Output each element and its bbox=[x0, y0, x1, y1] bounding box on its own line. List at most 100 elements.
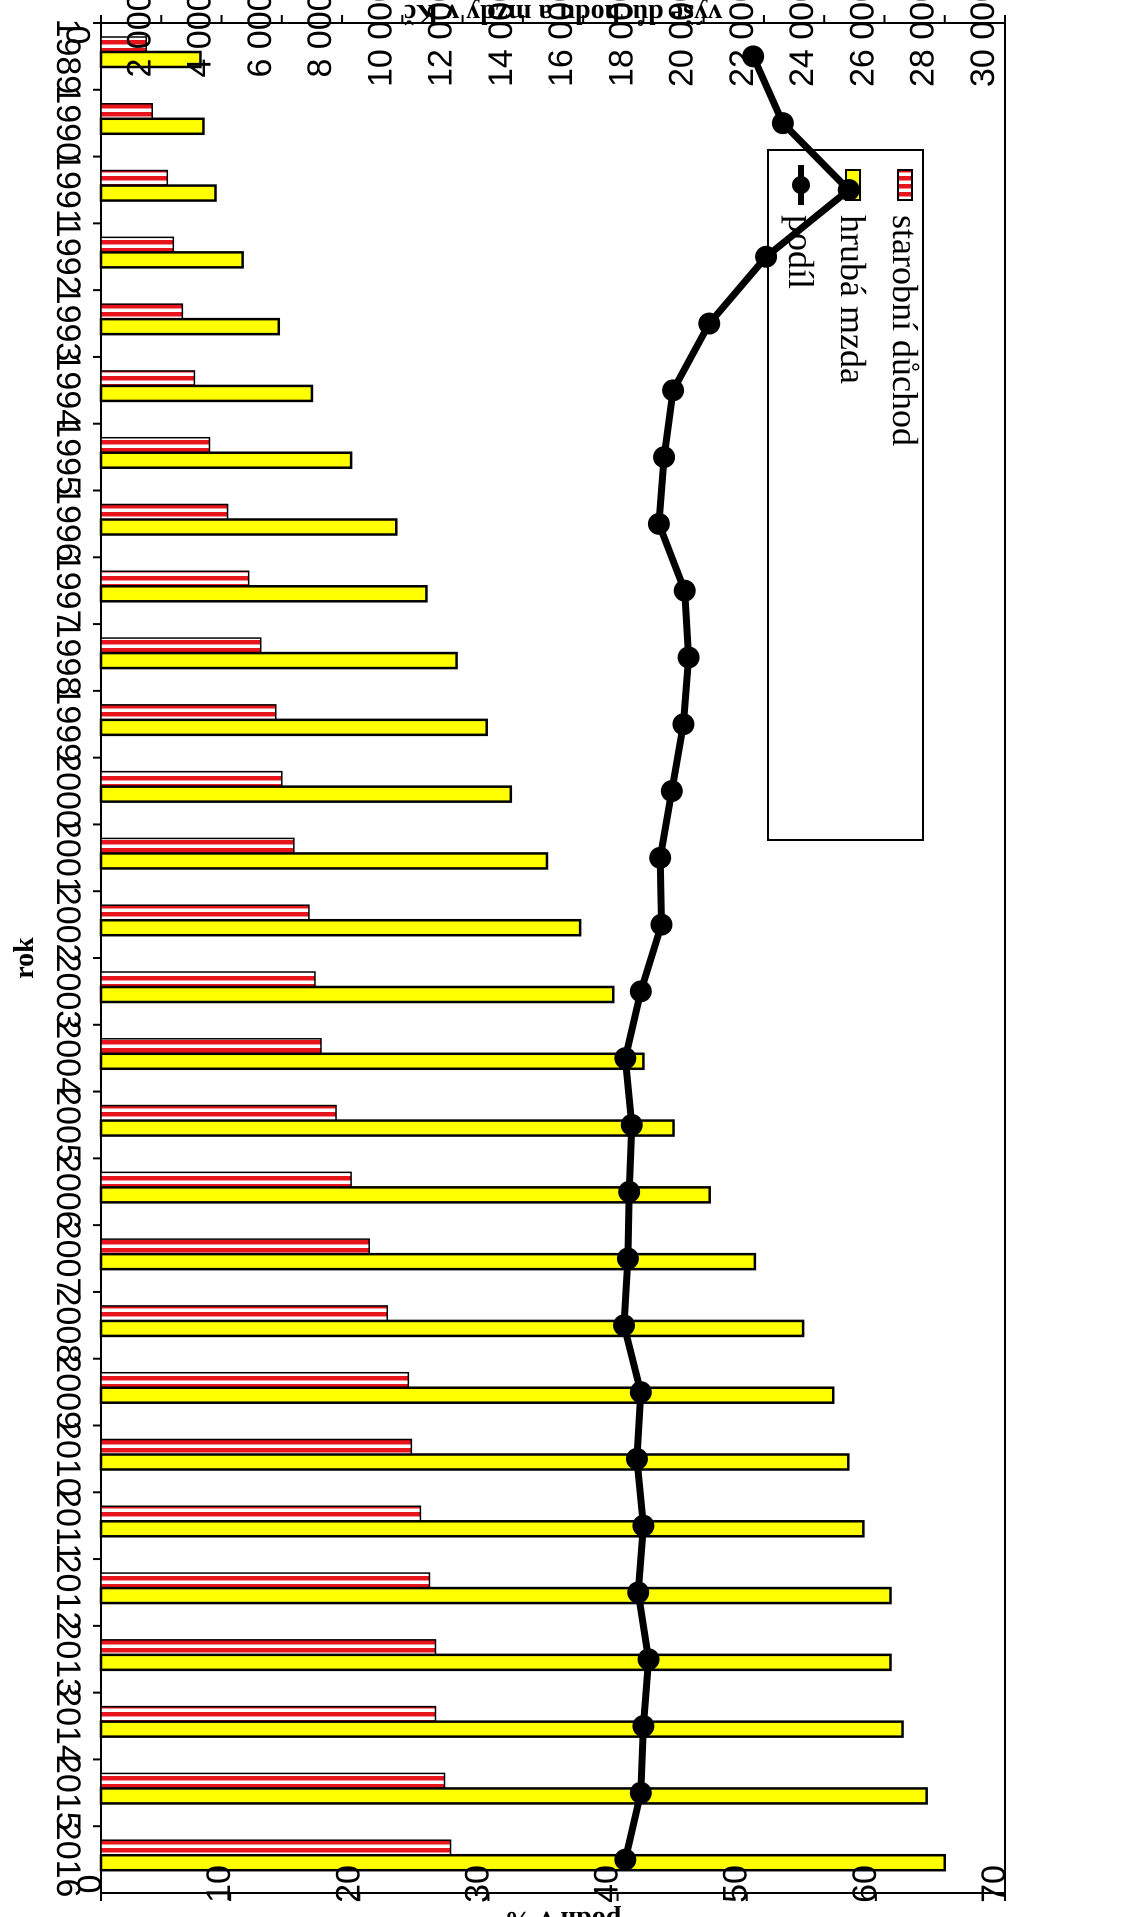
bar-pension-2000 bbox=[100, 770, 283, 788]
y-tick-label: 22 000 bbox=[723, 0, 761, 87]
plot-area bbox=[99, 22, 1006, 1894]
bar-wage-2010 bbox=[99, 1453, 850, 1471]
bar-pension-1997 bbox=[100, 570, 250, 588]
bar-pension-2002 bbox=[100, 904, 310, 921]
x-tick-label: 1989 bbox=[49, 19, 87, 95]
y-tick-label: 2 000 bbox=[120, 0, 158, 78]
share-point-2009 bbox=[629, 1381, 652, 1404]
y-axis-right: 0 10 20 30 40 50 60 70 bbox=[71, 1865, 1013, 1903]
y2-tick-label: 50 bbox=[717, 1865, 755, 1903]
bar-pension-1998 bbox=[100, 637, 262, 654]
y2-tick-label: 10 bbox=[200, 1865, 238, 1903]
legend-label-pension: starobní důchod bbox=[885, 215, 925, 446]
x-tick-label: 2006 bbox=[49, 1154, 87, 1230]
share-line bbox=[620, 54, 853, 1861]
share-point-2001 bbox=[649, 846, 672, 869]
y2-tick-label: 70 bbox=[975, 1865, 1013, 1903]
share-point-2002 bbox=[650, 913, 673, 936]
bar-pension-1996 bbox=[100, 503, 229, 521]
bar-wage-2015 bbox=[99, 1787, 928, 1805]
x-tick-label: 1990 bbox=[49, 85, 87, 161]
share-point-1994 bbox=[662, 379, 685, 402]
bar-pension-2001 bbox=[100, 837, 295, 855]
x-tick-label: 2012 bbox=[49, 1555, 87, 1631]
share-point-1990 bbox=[771, 112, 794, 135]
y2-tick-label: 20 bbox=[329, 1865, 367, 1903]
y-axis-left: 0 2 000 4 000 6 000 8 000 10 000 12 000 14 000 1… bbox=[60, 0, 1006, 87]
x-tick-label: 1991 bbox=[49, 152, 87, 228]
share-point-1995 bbox=[653, 446, 676, 469]
x-axis: 1989199019911992199319941995199619971998… bbox=[49, 19, 101, 1897]
share-point-2003 bbox=[629, 980, 652, 1003]
share-point-1993 bbox=[698, 312, 721, 335]
x-tick-label: 2005 bbox=[49, 1087, 87, 1163]
share-point-2011 bbox=[632, 1514, 655, 1537]
bar-wage-2004 bbox=[99, 1052, 645, 1071]
x-tick-label: 1993 bbox=[49, 286, 87, 362]
bar-wage-2012 bbox=[99, 1586, 892, 1605]
y-tick-label: 10 000 bbox=[361, 0, 399, 87]
share-point-1989 bbox=[742, 45, 765, 68]
x-tick-label: 2000 bbox=[49, 753, 87, 829]
x-tick-label: 1999 bbox=[49, 686, 87, 762]
x-tick-label: 1992 bbox=[49, 219, 87, 295]
bar-pension-2012 bbox=[100, 1572, 431, 1589]
x-tick-label: 2015 bbox=[49, 1755, 87, 1831]
share-point-2006 bbox=[618, 1180, 641, 1203]
share-point-2008 bbox=[613, 1314, 636, 1337]
legend: starobní důchod hrubá mzda podíl bbox=[767, 149, 925, 841]
y-tick-label: 28 000 bbox=[904, 0, 942, 87]
bar-wage-1999 bbox=[99, 718, 488, 737]
bar-wage-1995 bbox=[99, 451, 353, 469]
x-tick-label: 1994 bbox=[49, 353, 87, 429]
y2-tick-label: 0 bbox=[71, 1875, 109, 1894]
bar-wage-2011 bbox=[99, 1520, 865, 1538]
share-point-1991 bbox=[837, 178, 860, 201]
bar-wage-1991 bbox=[99, 184, 217, 202]
share-point-2004 bbox=[614, 1047, 637, 1070]
bar-wage-1996 bbox=[99, 518, 398, 536]
bar-wage-2006 bbox=[99, 1186, 711, 1204]
x-tick-label: 2007 bbox=[49, 1221, 87, 1297]
bar-pension-2013 bbox=[100, 1639, 437, 1656]
legend-label-wage: hrubá mzda bbox=[833, 215, 873, 384]
bar-wage-1994 bbox=[99, 384, 314, 403]
x-axis-title: rok bbox=[9, 937, 40, 979]
x-tick-label: 2010 bbox=[49, 1421, 87, 1497]
share-point-2010 bbox=[625, 1447, 648, 1470]
x-tick-label: 1995 bbox=[49, 419, 87, 495]
bar-pension-1992 bbox=[100, 236, 175, 254]
y-tick-label: 8 000 bbox=[301, 0, 339, 78]
y-tick-label: 14 000 bbox=[482, 0, 520, 87]
x-tick-label: 2003 bbox=[49, 954, 87, 1030]
bar-wage-2016 bbox=[99, 1853, 946, 1872]
bar-pension-1993 bbox=[100, 303, 184, 320]
y-tick-label: 20 000 bbox=[663, 0, 701, 87]
bar-pension-2014 bbox=[100, 1705, 437, 1723]
bars bbox=[99, 36, 946, 1872]
share-point-2015 bbox=[629, 1781, 652, 1804]
legend-swatch-share-marker bbox=[792, 176, 810, 194]
bar-wage-1998 bbox=[99, 651, 458, 670]
bar-wage-2014 bbox=[99, 1720, 904, 1738]
share-point-1999 bbox=[672, 713, 695, 736]
bar-wage-1993 bbox=[99, 317, 281, 336]
y-tick-label: 24 000 bbox=[783, 0, 821, 87]
bar-pension-1995 bbox=[100, 436, 211, 454]
bar-wage-2002 bbox=[99, 918, 582, 937]
y2-tick-label: 40 bbox=[588, 1865, 626, 1903]
share-point-1998 bbox=[677, 646, 700, 669]
share-point-1996 bbox=[647, 512, 670, 535]
share-point-2012 bbox=[627, 1581, 650, 1604]
y-tick-label: 30 000 bbox=[964, 0, 1002, 87]
bar-pension-2006 bbox=[100, 1171, 352, 1189]
bar-pension-1991 bbox=[100, 169, 169, 187]
bar-wage-1990 bbox=[99, 117, 205, 136]
bar-pension-2005 bbox=[100, 1104, 337, 1122]
x-tick-label: 1998 bbox=[49, 620, 87, 696]
y-tick-label: 16 000 bbox=[542, 0, 580, 87]
y-tick-label: 4 000 bbox=[181, 0, 219, 78]
share-point-2014 bbox=[632, 1715, 655, 1738]
